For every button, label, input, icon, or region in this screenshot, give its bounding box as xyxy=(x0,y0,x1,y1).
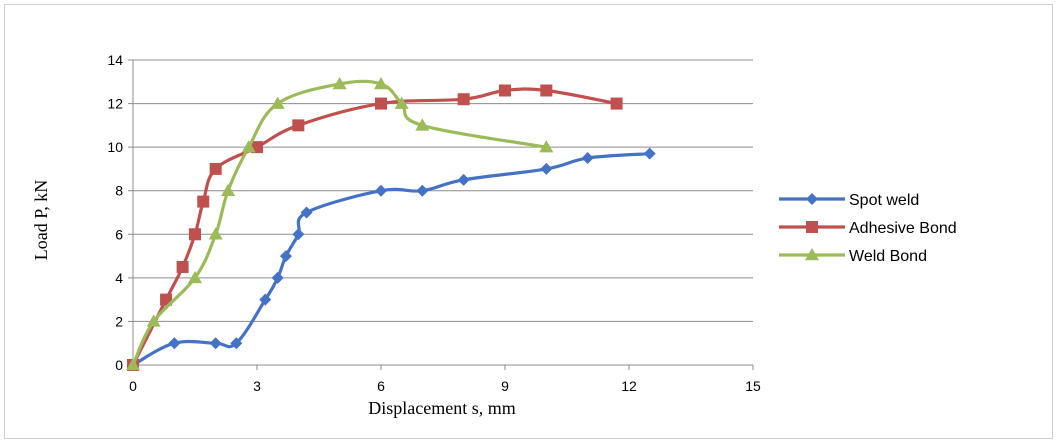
x-tick-label-9: 9 xyxy=(501,378,509,394)
data-point-spot-weld-10 xyxy=(416,184,429,197)
legend-label-adhesive-bond: Adhesive Bond xyxy=(849,220,957,237)
data-point-spot-weld-14 xyxy=(643,147,656,160)
data-point-weld-bond-5 xyxy=(241,140,256,153)
data-point-weld-bond-0 xyxy=(126,358,140,371)
data-point-adhesive-bond-3 xyxy=(189,228,201,241)
series-line-weld-bond xyxy=(131,79,547,366)
data-point-weld-bond-3 xyxy=(208,227,223,240)
data-point-spot-weld-11 xyxy=(457,173,470,186)
data-point-weld-bond-4 xyxy=(221,183,236,196)
series-line-spot-weld xyxy=(132,152,650,367)
y-tick-label-12: 12 xyxy=(107,96,123,112)
data-point-adhesive-bond-9 xyxy=(457,93,470,106)
data-point-weld-bond-11 xyxy=(539,140,554,153)
data-point-weld-bond-6 xyxy=(270,96,285,109)
y-tick-label-8: 8 xyxy=(115,183,123,199)
x-tick-label-3: 3 xyxy=(253,378,261,394)
data-point-spot-weld-8 xyxy=(300,206,313,219)
data-point-spot-weld-7 xyxy=(292,228,305,241)
data-point-weld-bond-10 xyxy=(415,118,430,131)
x-tick-label-0: 0 xyxy=(129,378,137,394)
x-tick-label-15: 15 xyxy=(745,378,761,394)
x-axis-label: Displacement s, mm xyxy=(368,398,515,418)
x-tick-labels: 0 3 6 9 12 15 xyxy=(129,378,761,394)
legend-marker-spot-weld xyxy=(806,193,818,205)
data-point-spot-weld-1 xyxy=(168,337,181,350)
legend-label-spot-weld: Spot weld xyxy=(849,192,919,209)
series-adhesive-bond xyxy=(127,84,623,371)
data-point-spot-weld-13 xyxy=(581,152,594,165)
gridlines xyxy=(133,59,753,322)
y-tick-label-14: 14 xyxy=(107,52,123,68)
data-point-spot-weld-5 xyxy=(271,271,284,284)
x-tick-label-6: 6 xyxy=(377,378,385,394)
data-point-spot-weld-9 xyxy=(375,184,387,197)
data-point-adhesive-bond-8 xyxy=(375,97,387,110)
data-point-weld-bond-2 xyxy=(188,270,202,284)
data-point-adhesive-bond-11 xyxy=(540,84,553,97)
legend-marker-weld-bond xyxy=(805,248,819,261)
series-layer xyxy=(126,76,656,371)
data-point-adhesive-bond-7 xyxy=(292,119,305,132)
data-point-spot-weld-2 xyxy=(209,337,222,350)
legend-label-weld-bond: Weld Bond xyxy=(849,248,927,265)
data-point-adhesive-bond-2 xyxy=(176,260,189,273)
y-tick-label-4: 4 xyxy=(115,270,123,286)
data-point-adhesive-bond-10 xyxy=(499,84,511,97)
series-weld-bond xyxy=(126,76,554,371)
data-point-weld-bond-8 xyxy=(374,76,388,90)
y-tick-label-2: 2 xyxy=(115,313,123,329)
data-point-spot-weld-3 xyxy=(230,337,243,350)
data-point-spot-weld-12 xyxy=(540,162,553,175)
data-point-weld-bond-1 xyxy=(146,314,161,327)
data-point-weld-bond-7 xyxy=(332,76,347,90)
axes xyxy=(128,59,754,370)
data-point-spot-weld-4 xyxy=(259,293,272,306)
y-tick-label-10: 10 xyxy=(107,139,123,155)
chart-frame: 0 3 6 9 12 15 0 2 4 6 8 10 12 14 Displacement s, mm … xyxy=(4,4,1053,439)
data-point-weld-bond-9 xyxy=(394,96,409,109)
series-line-adhesive-bond xyxy=(131,87,617,366)
y-tick-label-0: 0 xyxy=(115,357,123,373)
y-axis-label: Load P, kN xyxy=(31,180,51,261)
legend: Spot weld Adhesive Bond Weld Bond xyxy=(779,192,957,265)
y-tick-labels: 0 2 4 6 8 10 12 14 xyxy=(107,52,123,373)
legend-marker-adhesive-bond xyxy=(806,221,818,233)
data-point-adhesive-bond-4 xyxy=(197,195,210,208)
x-tick-label-12: 12 xyxy=(621,378,637,394)
data-point-adhesive-bond-12 xyxy=(610,97,623,110)
data-point-spot-weld-6 xyxy=(279,250,292,263)
y-tick-label-6: 6 xyxy=(115,226,123,242)
data-point-adhesive-bond-5 xyxy=(209,162,222,175)
